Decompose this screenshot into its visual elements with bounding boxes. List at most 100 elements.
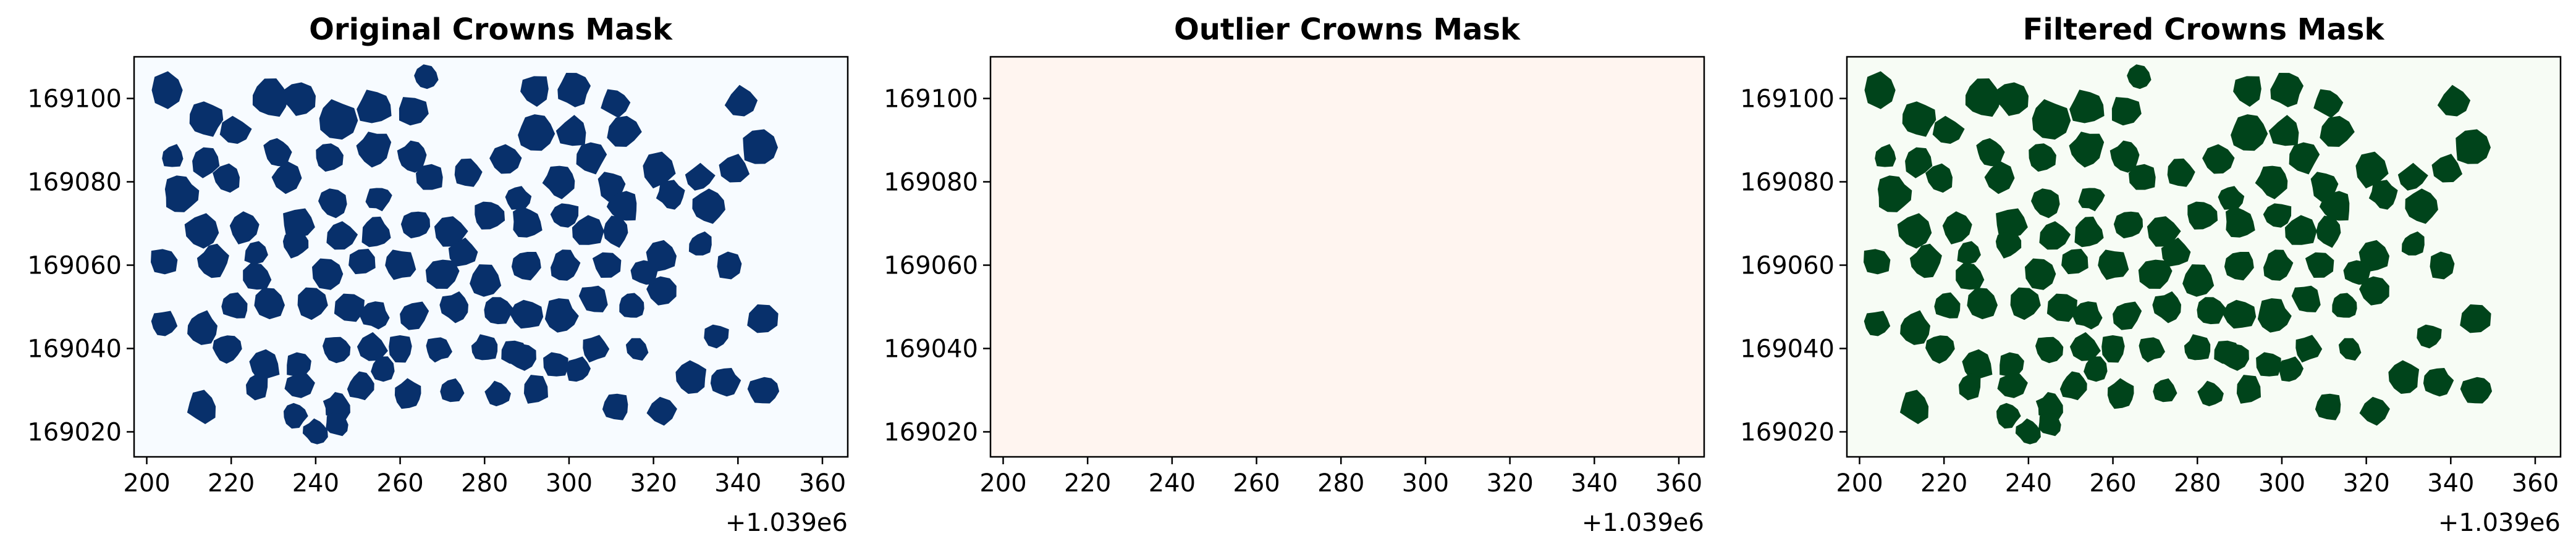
x-tick-label: 220 — [1920, 469, 1967, 498]
crown-polygon — [2084, 356, 2108, 382]
crown-polygon — [2074, 216, 2104, 248]
crown-polygon — [2113, 301, 2142, 330]
crown-polygon — [2284, 215, 2317, 245]
crown-polygon — [357, 332, 388, 361]
crown-polygon — [551, 249, 581, 281]
crown-polygon — [2046, 293, 2077, 322]
crown-polygon — [283, 208, 315, 238]
crown-polygon — [2129, 164, 2156, 190]
crown-polygon — [2127, 64, 2152, 90]
crown-polygon — [2268, 115, 2299, 146]
crown-polygon — [518, 114, 555, 151]
crown-polygon — [2397, 162, 2428, 191]
crown-polygon — [151, 71, 183, 109]
crown-polygon — [400, 211, 431, 239]
crown-polygon — [1909, 243, 1942, 278]
crown-polygon — [316, 143, 344, 172]
crown-polygon — [1902, 101, 1936, 137]
crown-polygon — [1934, 292, 1961, 319]
crown-polygon — [323, 392, 350, 420]
y-axis: 169020 169040 169060 169080 169100 — [27, 85, 134, 447]
crown-polygon — [318, 188, 347, 219]
crown-polygon — [2197, 380, 2224, 407]
y-tick-label: 169060 — [884, 252, 978, 280]
crown-polygon — [249, 349, 280, 381]
crown-polygon — [1959, 373, 1981, 401]
crown-polygon — [1997, 373, 2028, 398]
crown-polygon — [2109, 140, 2140, 173]
crown-polygon — [284, 403, 308, 429]
crown-polygon — [2035, 336, 2064, 364]
panel-title: Outlier Crowns Mask — [1174, 12, 1521, 47]
crown-polygon — [434, 216, 468, 247]
crown-polygon — [1965, 78, 2002, 117]
crown-polygon — [297, 287, 328, 320]
panel-filtered-crowns: Filtered Crowns Mask 200 220 240 260 280 300 3… — [1740, 12, 2562, 537]
crown-polygon — [2222, 299, 2257, 329]
crown-polygon — [2069, 131, 2105, 168]
crown-polygon — [2098, 249, 2129, 280]
crown-polygon — [2015, 418, 2041, 444]
crown-polygon — [271, 161, 302, 194]
crown-polygon — [334, 293, 365, 322]
crown-polygon — [576, 142, 607, 175]
crown-polygon — [439, 291, 468, 323]
crown-polygon — [484, 297, 513, 325]
crown-polygon — [2187, 201, 2218, 230]
crown-polygon — [187, 310, 217, 345]
crown-polygon — [2139, 337, 2165, 363]
x-tick-label: 200 — [1836, 469, 1883, 498]
y-tick-label: 169020 — [884, 419, 978, 447]
crown-polygon — [743, 129, 778, 164]
crown-polygon — [1877, 175, 1912, 212]
crown-polygon — [2313, 89, 2344, 119]
crown-polygon — [414, 64, 439, 90]
crown-polygon — [2279, 356, 2304, 382]
crown-polygon — [302, 418, 328, 444]
crown-polygon — [2147, 216, 2181, 247]
crown-polygon — [2319, 191, 2350, 221]
x-tick-label: 260 — [1233, 469, 1280, 498]
crown-polygon — [747, 377, 780, 404]
crown-polygon — [2320, 115, 2355, 147]
crown-polygon — [2315, 393, 2341, 420]
x-axis: 200 220 240 260 280 300 320 340 360 — [979, 457, 1702, 498]
crown-polygon — [219, 115, 252, 144]
crown-polygon — [602, 393, 628, 420]
crown-polygon — [2355, 151, 2389, 189]
crown-polygon — [2214, 340, 2240, 365]
crown-polygon — [2256, 352, 2281, 377]
crown-polygon — [252, 78, 289, 117]
crown-polygon — [385, 249, 416, 280]
crown-polygon — [254, 288, 285, 320]
crown-polygon — [719, 154, 750, 183]
crown-polygon — [2202, 144, 2235, 174]
crown-polygon — [2072, 301, 2103, 330]
crowns-layer — [151, 64, 780, 444]
crown-polygon — [189, 101, 224, 137]
crown-polygon — [471, 334, 498, 361]
crown-polygon — [513, 206, 543, 238]
crown-polygon — [187, 390, 216, 424]
crown-polygon — [1996, 82, 2029, 116]
crown-polygon — [724, 85, 758, 117]
crown-polygon — [2152, 291, 2181, 323]
crown-polygon — [557, 73, 591, 107]
crown-polygon — [2343, 260, 2371, 285]
crown-polygon — [1932, 115, 1965, 144]
crown-polygon — [2289, 142, 2320, 175]
x-tick-label: 280 — [1317, 469, 1364, 498]
x-tick-label: 300 — [546, 469, 593, 498]
x-offset-label: +1.039e6 — [725, 509, 848, 537]
crown-polygon — [2456, 129, 2491, 164]
crown-polygon — [2295, 335, 2323, 363]
crown-polygon — [619, 293, 644, 318]
x-tick-label: 240 — [292, 469, 339, 498]
x-offset-label: +1.039e6 — [1582, 509, 1704, 537]
y-tick-label: 169020 — [1740, 419, 1835, 447]
crown-polygon — [2431, 154, 2463, 183]
crown-polygon — [2031, 188, 2060, 219]
x-tick-label: 360 — [2512, 469, 2559, 498]
crown-polygon — [229, 211, 260, 244]
x-tick-label: 240 — [2005, 469, 2052, 498]
